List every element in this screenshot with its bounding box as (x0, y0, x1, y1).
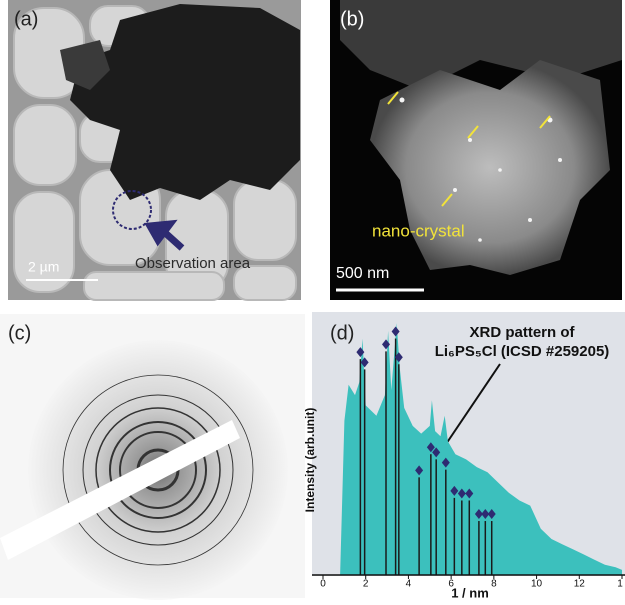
annotation: nano-crystal (372, 221, 465, 240)
x-tick-label: 12 (574, 579, 586, 590)
x-tick-label: 10 (531, 579, 543, 590)
panel-b: nano-crystal 500 nm (b) (330, 0, 622, 300)
x-tick-label: 8 (491, 579, 497, 590)
spectrum-area (340, 323, 622, 575)
panel-label: (a) (14, 8, 38, 30)
scale-label: 2 µm (28, 259, 59, 275)
panel-d: (d) XRD pattern of Li₆PS₅Cl (ICSD #25920… (303, 312, 625, 600)
beam-stop (0, 420, 240, 560)
peak-marker (465, 488, 474, 499)
panel-label: (b) (340, 8, 364, 30)
peak-marker (441, 457, 450, 468)
particle (70, 4, 300, 200)
panel-label: (c) (8, 322, 31, 344)
x-tick-label: 6 (448, 579, 454, 590)
crystal-region (370, 60, 610, 275)
scale-label: 500 nm (336, 265, 389, 282)
peak-marker (426, 442, 435, 453)
y-axis-label: Intensity (arb.unit) (303, 408, 317, 513)
panel-label: (d) (330, 322, 354, 344)
peak-marker (474, 509, 483, 520)
peak-marker (457, 488, 466, 499)
particle (60, 40, 110, 90)
peak-marker (382, 339, 391, 350)
annotation: Li₆PS₅Cl (ICSD #259205) (435, 343, 610, 360)
observation-circle (112, 190, 152, 230)
x-tick-label: 4 (406, 579, 412, 590)
peak-marker (432, 447, 441, 458)
annotation: Observation area (135, 255, 251, 272)
x-tick-label: 0 (320, 579, 326, 590)
peak-marker (360, 357, 369, 368)
nano-crystals (399, 97, 562, 242)
annotation-pointer (441, 363, 501, 451)
peak-marker (450, 485, 459, 496)
arrows (387, 91, 551, 207)
annotation: XRD pattern of (470, 324, 576, 341)
peak-marker (487, 509, 496, 520)
peak-marker (481, 509, 490, 520)
x-tick-label: 2 (363, 579, 369, 590)
peak-marker (415, 465, 424, 476)
peak-marker (391, 326, 400, 337)
x-tick-label: 1 (617, 579, 623, 590)
x-axis-label: 1 / nm (451, 585, 489, 600)
peak-marker (356, 347, 365, 358)
panel-a: 2 µm Observation area (a) (8, 0, 301, 301)
arrow (144, 219, 185, 251)
panel-c: (c) (0, 314, 305, 600)
peak-marker (394, 352, 403, 363)
